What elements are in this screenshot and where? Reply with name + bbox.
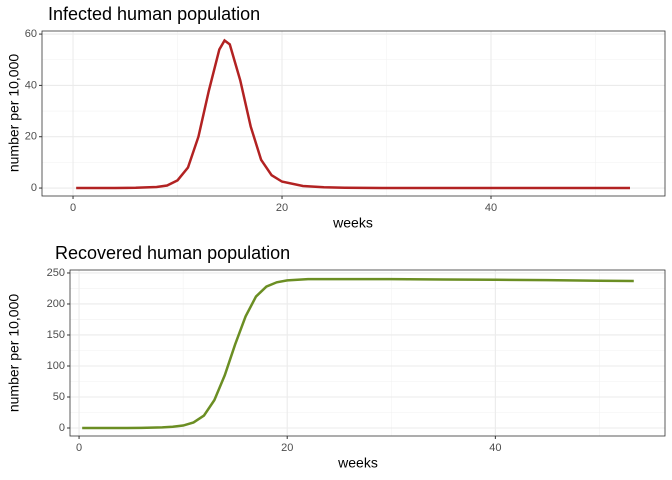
y-axis-title: number per 10,000 [6, 54, 22, 173]
chart-title: Infected human population [48, 4, 260, 24]
y-tick-label: 200 [47, 298, 65, 310]
x-tick-label: 40 [485, 202, 497, 214]
y-tick-label: 150 [47, 329, 65, 341]
x-tick-label: 0 [76, 442, 82, 454]
y-tick-label: 0 [31, 182, 37, 194]
y-tick-label: 250 [47, 267, 65, 279]
y-tick-label: 100 [47, 360, 65, 372]
y-tick-label: 20 [25, 131, 37, 143]
x-tick-label: 20 [281, 442, 293, 454]
x-tick-label: 40 [489, 442, 501, 454]
data-line [76, 38, 630, 190]
y-tick-label: 60 [25, 28, 37, 40]
y-axis-title: number per 10,000 [6, 294, 22, 413]
y-tick-label: 0 [59, 422, 65, 434]
data-line [82, 277, 634, 430]
x-axis-title: weeks [337, 455, 378, 471]
chart-title: Recovered human population [55, 243, 290, 263]
x-axis-title: weeks [332, 215, 373, 231]
panel-border [41, 30, 666, 197]
panel-border [69, 269, 666, 437]
x-tick-label: 20 [276, 202, 288, 214]
x-tick-label: 0 [70, 202, 76, 214]
y-tick-label: 40 [25, 79, 37, 91]
y-tick-label: 50 [53, 391, 65, 403]
